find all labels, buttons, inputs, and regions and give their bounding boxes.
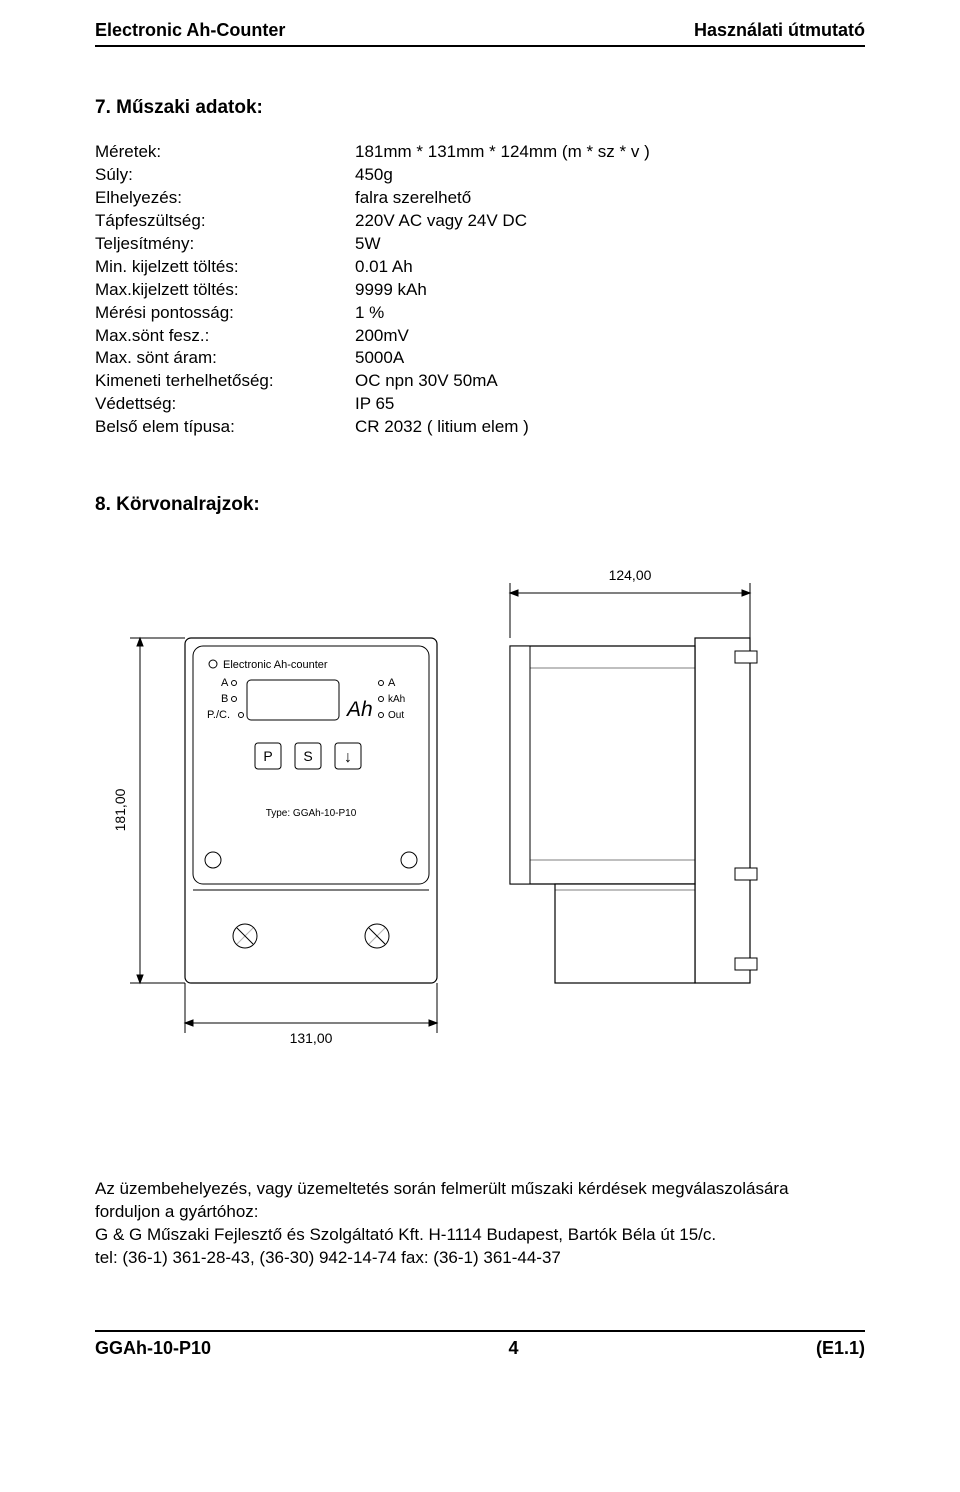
btn-down: ↓ [344, 749, 352, 766]
spec-row: Min. kijelzett töltés:0.01 Ah [95, 256, 865, 279]
spec-row: Mérési pontosság:1 % [95, 302, 865, 325]
spec-label: Kimeneti terhelhetőség: [95, 370, 355, 393]
spec-label: Max. sönt áram: [95, 347, 355, 370]
led-kah-label: kAh [388, 694, 405, 705]
btn-p: P [263, 748, 272, 764]
spec-row: Elhelyezés:falra szerelhető [95, 187, 865, 210]
contact-line4: tel: (36-1) 361-28-43, (36-30) 942-14-74… [95, 1247, 865, 1270]
spec-row: Max.kijelzett töltés:9999 kAh [95, 279, 865, 302]
led-b-label: B [221, 693, 228, 705]
spec-value: 5000A [355, 347, 865, 370]
spec-value: 0.01 Ah [355, 256, 865, 279]
contact-line2: forduljon a gyártóhoz: [95, 1201, 865, 1224]
outline-diagram: 124,00 181,00 131,00 [95, 538, 865, 1098]
device-title: Electronic Ah-counter [223, 659, 328, 671]
dim-bottom: 131,00 [290, 1030, 333, 1046]
led-pc-label: P./C. [207, 709, 230, 721]
dim-left: 181,00 [112, 789, 128, 832]
contact-block: Az üzembehelyezés, vagy üzemeltetés sorá… [95, 1178, 865, 1270]
section7-title: 7. Műszaki adatok: [95, 97, 865, 119]
spec-row: Teljesítmény:5W [95, 233, 865, 256]
spec-row: Méretek:181mm * 131mm * 124mm (m * sz * … [95, 141, 865, 164]
spec-label: Min. kijelzett töltés: [95, 256, 355, 279]
spec-label: Max.kijelzett töltés: [95, 279, 355, 302]
section8-title: 8. Körvonalrajzok: [95, 494, 865, 516]
header-right: Használati útmutató [694, 20, 865, 41]
footer-center: 4 [509, 1338, 519, 1359]
spec-row: Súly:450g [95, 164, 865, 187]
spec-value: OC npn 30V 50mA [355, 370, 865, 393]
footer-left: GGAh-10-P10 [95, 1338, 211, 1359]
display-ah: Ah [345, 698, 373, 721]
spec-value: IP 65 [355, 393, 865, 416]
spec-label: Elhelyezés: [95, 187, 355, 210]
page-header: Electronic Ah-Counter Használati útmutat… [95, 20, 865, 47]
spec-label: Max.sönt fesz.: [95, 325, 355, 348]
spec-table: Méretek:181mm * 131mm * 124mm (m * sz * … [95, 141, 865, 439]
spec-label: Teljesítmény: [95, 233, 355, 256]
spec-row: Max. sönt áram:5000A [95, 347, 865, 370]
led-a-label: A [221, 677, 229, 689]
spec-value: CR 2032 ( litium elem ) [355, 416, 865, 439]
spec-row: Tápfeszültség:220V AC vagy 24V DC [95, 210, 865, 233]
device-front-view: Electronic Ah-counter A B P./C. Ah A kAh… [185, 638, 437, 983]
btn-s: S [303, 748, 312, 764]
led-out-label: Out [388, 710, 404, 721]
contact-line1: Az üzembehelyezés, vagy üzemeltetés sorá… [95, 1178, 865, 1201]
spec-value: 9999 kAh [355, 279, 865, 302]
contact-line3: G & G Műszaki Fejlesztő és Szolgáltató K… [95, 1224, 865, 1247]
spec-label: Súly: [95, 164, 355, 187]
spec-row: Belső elem típusa:CR 2032 ( litium elem … [95, 416, 865, 439]
dim-top: 124,00 [609, 567, 652, 583]
spec-label: Tápfeszültség: [95, 210, 355, 233]
spec-row: Kimeneti terhelhetőség:OC npn 30V 50mA [95, 370, 865, 393]
page-footer: GGAh-10-P10 4 (E1.1) [95, 1330, 865, 1359]
spec-label: Védettség: [95, 393, 355, 416]
spec-value: 200mV [355, 325, 865, 348]
spec-value: 220V AC vagy 24V DC [355, 210, 865, 233]
led-a2-label: A [388, 677, 396, 689]
header-left: Electronic Ah-Counter [95, 20, 285, 41]
spec-row: Max.sönt fesz.:200mV [95, 325, 865, 348]
type-label: Type: GGAh-10-P10 [266, 808, 357, 819]
spec-label: Méretek: [95, 141, 355, 164]
footer-right: (E1.1) [816, 1338, 865, 1359]
spec-label: Mérési pontosság: [95, 302, 355, 325]
spec-label: Belső elem típusa: [95, 416, 355, 439]
spec-row: Védettség:IP 65 [95, 393, 865, 416]
spec-value: falra szerelhető [355, 187, 865, 210]
device-side-view [510, 638, 757, 983]
spec-value: 1 % [355, 302, 865, 325]
spec-value: 5W [355, 233, 865, 256]
spec-value: 181mm * 131mm * 124mm (m * sz * v ) [355, 141, 865, 164]
spec-value: 450g [355, 164, 865, 187]
